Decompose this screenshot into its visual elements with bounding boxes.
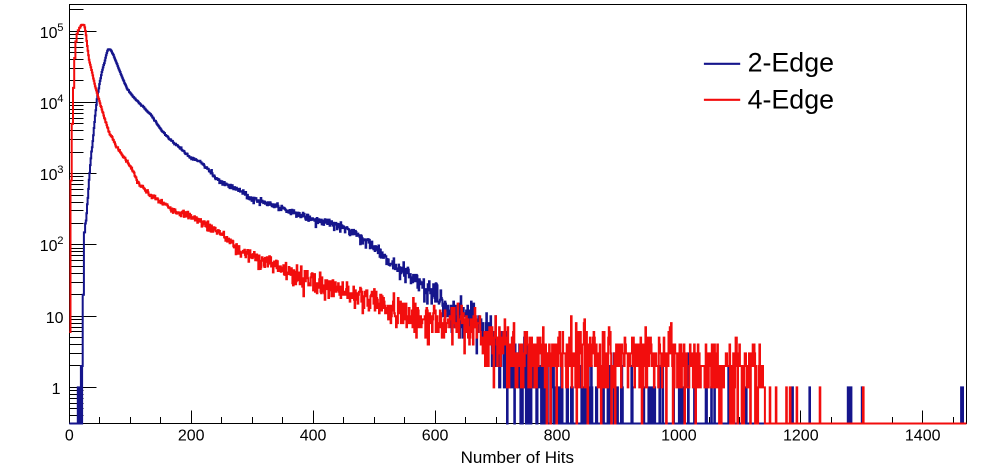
svg-text:2: 2 <box>57 235 63 247</box>
svg-text:5: 5 <box>57 22 63 34</box>
svg-text:4: 4 <box>57 93 63 105</box>
svg-text:10: 10 <box>40 96 58 113</box>
svg-text:1000: 1000 <box>661 428 697 445</box>
svg-text:200: 200 <box>178 428 205 445</box>
svg-text:2-Edge: 2-Edge <box>748 47 834 77</box>
svg-text:800: 800 <box>544 428 571 445</box>
svg-text:3: 3 <box>57 164 63 176</box>
svg-text:600: 600 <box>422 428 449 445</box>
svg-text:10: 10 <box>40 238 58 255</box>
svg-text:1200: 1200 <box>783 428 819 445</box>
svg-text:10: 10 <box>40 167 58 184</box>
svg-text:4-Edge: 4-Edge <box>748 85 834 115</box>
svg-text:1: 1 <box>52 381 61 398</box>
svg-text:1400: 1400 <box>905 428 941 445</box>
svg-text:10: 10 <box>40 25 58 42</box>
svg-text:10: 10 <box>46 310 64 327</box>
svg-text:Number of Hits: Number of Hits <box>461 448 574 467</box>
svg-text:0: 0 <box>65 428 74 445</box>
svg-text:400: 400 <box>300 428 327 445</box>
